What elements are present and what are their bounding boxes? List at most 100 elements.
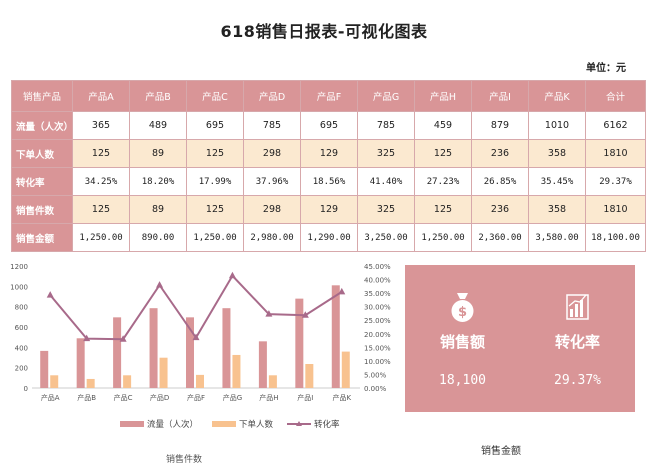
legend-swatch-orders — [212, 421, 237, 427]
kpi-sales-label: 销售额 — [439, 333, 485, 351]
page-title: 618销售日报表-可视化图表 — [220, 22, 428, 41]
table-cell: 358 — [528, 195, 586, 224]
table-header-cell: 产品K — [528, 80, 586, 112]
bar-orders — [196, 374, 204, 388]
table-cell: 785 — [357, 111, 415, 140]
table-cell: 365 — [72, 111, 130, 140]
row-label: 下单人数 — [11, 139, 73, 168]
table-cell: 1,250.00 — [72, 223, 130, 252]
table-cell: 29.37% — [585, 167, 646, 196]
table-header-cell: 销售产品 — [11, 80, 73, 112]
sales-amount-caption: 销售金额 — [481, 446, 521, 457]
row-label: 销售件数 — [11, 195, 73, 224]
bar-orders — [123, 375, 132, 388]
svg-text:$: $ — [458, 305, 467, 320]
table-row: 下单人数 125 89 125 298 129 325 125 236 358 … — [11, 139, 646, 168]
legend-swatch-conversion — [287, 421, 312, 426]
table-cell: 489 — [129, 111, 187, 140]
legend-item-conversion: 转化率 — [287, 418, 340, 430]
x-tick-label: 产品F — [187, 393, 205, 402]
conversion-point — [228, 271, 236, 279]
bar-orders — [86, 378, 95, 388]
kpi-panel: $ 销售额 18,100 转化率 29.37% — [405, 265, 635, 412]
table-cell: 3,580.00 — [528, 223, 586, 252]
y-right-tick-label: 5.00% — [364, 371, 387, 379]
table-cell: 358 — [528, 139, 586, 168]
bar-orders — [305, 364, 314, 388]
conversion-point — [119, 335, 127, 342]
table-cell: 890.00 — [129, 223, 187, 252]
y-right-tick-label: 10.00% — [364, 358, 391, 366]
table-cell: 35.45% — [528, 167, 586, 196]
y-right-tick-label: 20.00% — [364, 331, 391, 339]
kpi-sales-value: 18,100 — [439, 373, 486, 388]
table-cell: 695 — [300, 111, 358, 140]
table-cell: 125 — [414, 139, 472, 168]
table-cell: 1,250.00 — [186, 223, 244, 252]
table-cell: 325 — [357, 195, 415, 224]
y-left-tick-label: 1200 — [10, 263, 28, 271]
conversion-point — [192, 333, 200, 341]
y-left-tick-label: 1000 — [10, 283, 28, 291]
kpi-conversion-value: 29.37% — [554, 373, 601, 388]
table-cell: 125 — [186, 139, 244, 168]
bar-chart-icon — [566, 294, 589, 320]
table-cell: 298 — [243, 195, 301, 224]
x-tick-label: 产品C — [114, 393, 133, 402]
conversion-point — [83, 334, 91, 342]
table-header-cell: 合计 — [585, 80, 646, 112]
table-cell: 459 — [414, 111, 472, 140]
y-left-tick-label: 0 — [24, 385, 28, 393]
table-cell: 785 — [243, 111, 301, 140]
table-cell: 129 — [300, 139, 358, 168]
table-header-row: 销售产品 产品A 产品B 产品C 产品D 产品F 产品G 产品H 产品I 产品K… — [11, 80, 646, 112]
table-row: 转化率 34.25% 18.20% 17.99% 37.96% 18.56% 4… — [11, 167, 646, 196]
legend-label: 转化率 — [314, 420, 340, 430]
table-row: 流量（人次） 365 489 695 785 695 785 459 879 1… — [11, 111, 646, 140]
table-cell: 125 — [72, 139, 130, 168]
table-cell: 37.96% — [243, 167, 301, 196]
table-cell: 1810 — [585, 195, 646, 224]
bar-traffic — [258, 341, 267, 388]
x-tick-label: 产品I — [297, 393, 313, 402]
bar-traffic — [295, 298, 304, 388]
table-header-cell: 产品D — [243, 80, 301, 112]
table-cell: 3,250.00 — [357, 223, 415, 252]
y-left-tick-label: 800 — [15, 304, 28, 312]
legend-swatch-traffic — [120, 421, 144, 427]
x-tick-label: 产品H — [259, 393, 278, 402]
table-header-cell: 产品B — [129, 80, 187, 112]
money-bag-icon: $ — [451, 293, 474, 322]
unit-label: 单位：元 — [586, 63, 626, 74]
conversion-point — [338, 287, 346, 295]
table-cell: 18,100.00 — [585, 223, 646, 252]
table-cell: 2,980.00 — [243, 223, 301, 252]
table-cell: 27.23% — [414, 167, 472, 196]
y-left-tick-label: 600 — [15, 324, 28, 332]
table-cell: 1,250.00 — [414, 223, 472, 252]
table-header-cell: 产品H — [414, 80, 472, 112]
bar-traffic — [149, 308, 158, 388]
row-label: 流量（人次） — [11, 111, 73, 140]
x-tick-label: 产品G — [223, 393, 242, 402]
bar-orders — [159, 357, 168, 388]
table-row: 销售件数 125 89 125 298 129 325 125 236 358 … — [11, 195, 646, 224]
table-cell: 1,290.00 — [300, 223, 358, 252]
y-right-tick-label: 35.00% — [364, 290, 391, 298]
bar-traffic — [186, 317, 194, 388]
table-cell: 236 — [471, 139, 529, 168]
table-header-cell: 产品G — [357, 80, 415, 112]
kpi-conversion: 转化率 29.37% — [520, 265, 635, 412]
table-cell: 17.99% — [186, 167, 244, 196]
x-tick-label: 产品A — [41, 393, 60, 402]
legend-label: 下单人数 — [239, 420, 274, 430]
kpi-sales: $ 销售额 18,100 — [405, 265, 520, 412]
table-header-cell: 产品C — [186, 80, 244, 112]
table-cell: 6162 — [585, 111, 646, 140]
x-tick-label: 产品K — [332, 393, 351, 402]
legend-item-orders: 下单人数 — [212, 418, 273, 430]
y-right-tick-label: 25.00% — [364, 317, 391, 325]
table-cell: 125 — [72, 195, 130, 224]
bar-orders — [232, 354, 241, 388]
table-cell: 89 — [129, 195, 187, 224]
